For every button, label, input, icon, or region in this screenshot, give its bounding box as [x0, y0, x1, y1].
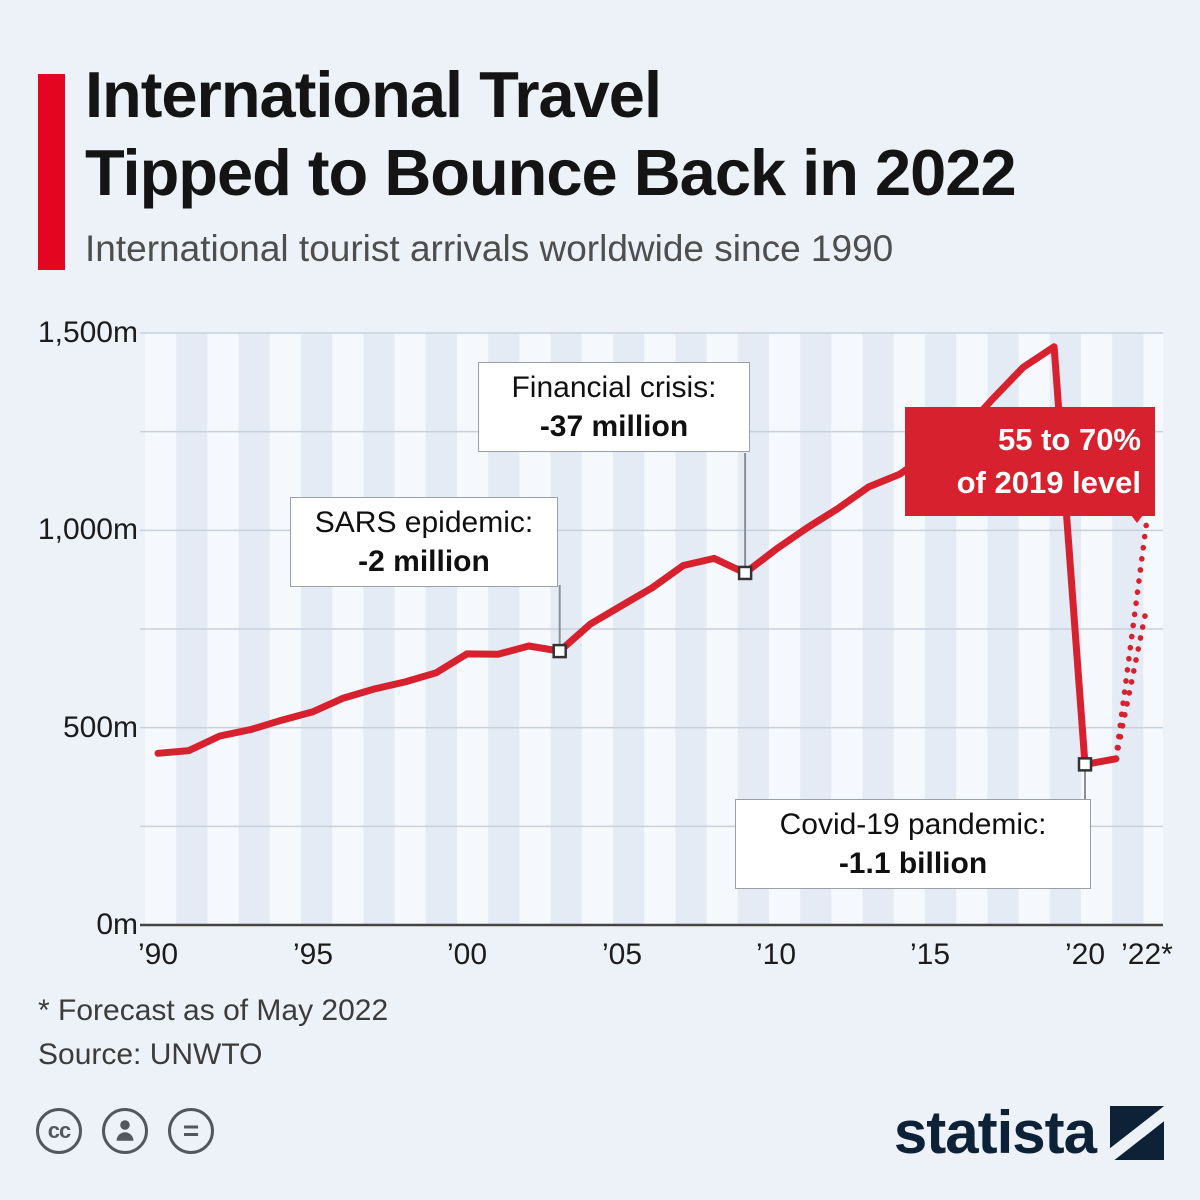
annotation-forecast-tail: [1122, 503, 1152, 523]
annotation-covid-label: Covid-19 pandemic:: [779, 808, 1047, 841]
no-derivatives-equal-icon[interactable]: =: [168, 1108, 214, 1154]
source-note: Source: UNWTO: [38, 1038, 263, 1071]
y-tick-500m: 500m: [62, 711, 138, 744]
attribution-person-icon[interactable]: [102, 1108, 148, 1154]
annotation-forecast-range: 55 to 70% of 2019 level: [905, 407, 1155, 516]
annotation-financial-label: Financial crisis:: [511, 371, 717, 404]
cc-license-badges: cc =: [36, 1108, 214, 1154]
annotation-forecast-sublabel: of 2019 level: [956, 465, 1141, 501]
y-tick-1500m: 1,500m: [37, 316, 138, 349]
person-glyph: [116, 1120, 134, 1141]
x-tick-22: ’22*: [1121, 938, 1173, 971]
x-tick-95: ’95: [292, 938, 334, 971]
x-tick-90: ’90: [137, 938, 179, 971]
y-tick-0m: 0m: [96, 908, 138, 941]
chart-subtitle: International tourist arrivals worldwide…: [85, 228, 894, 269]
annotation-sars-value: -2 million: [358, 545, 490, 578]
title-line-2: Tipped to Bounce Back in 2022: [85, 136, 1017, 209]
annotation-sars: SARS epidemic: -2 million: [290, 497, 558, 587]
page-title: International Travel Tipped to Bounce Ba…: [85, 56, 1017, 212]
title-line-1: International Travel: [85, 58, 662, 131]
statista-wordmark: statista: [893, 1099, 1097, 1166]
forecast-footnote: * Forecast as of May 2022: [38, 994, 389, 1027]
annotation-financial-value: -37 million: [539, 410, 689, 443]
statista-logo-mark-icon: [1110, 1105, 1164, 1160]
annotation-forecast-label: 55 to 70%: [997, 422, 1141, 457]
annotation-financial-crisis: Financial crisis: -37 million: [478, 362, 750, 452]
x-tick-05: ’05: [601, 938, 643, 971]
statista-logo[interactable]: statista: [894, 1098, 1164, 1167]
x-tick-20: ’20: [1064, 938, 1106, 971]
annotation-covid-value: -1.1 billion: [838, 847, 988, 880]
y-tick-1000m: 1,000m: [37, 513, 138, 546]
annotation-covid: Covid-19 pandemic: -1.1 billion: [735, 799, 1091, 889]
x-tick-15: ’15: [909, 938, 951, 971]
annotation-sars-label: SARS epidemic:: [314, 506, 534, 539]
title-accent-bar: [38, 74, 65, 270]
x-tick-10: ’10: [755, 938, 797, 971]
x-tick-00: ’00: [446, 938, 488, 971]
cc-icon[interactable]: cc: [36, 1108, 82, 1154]
